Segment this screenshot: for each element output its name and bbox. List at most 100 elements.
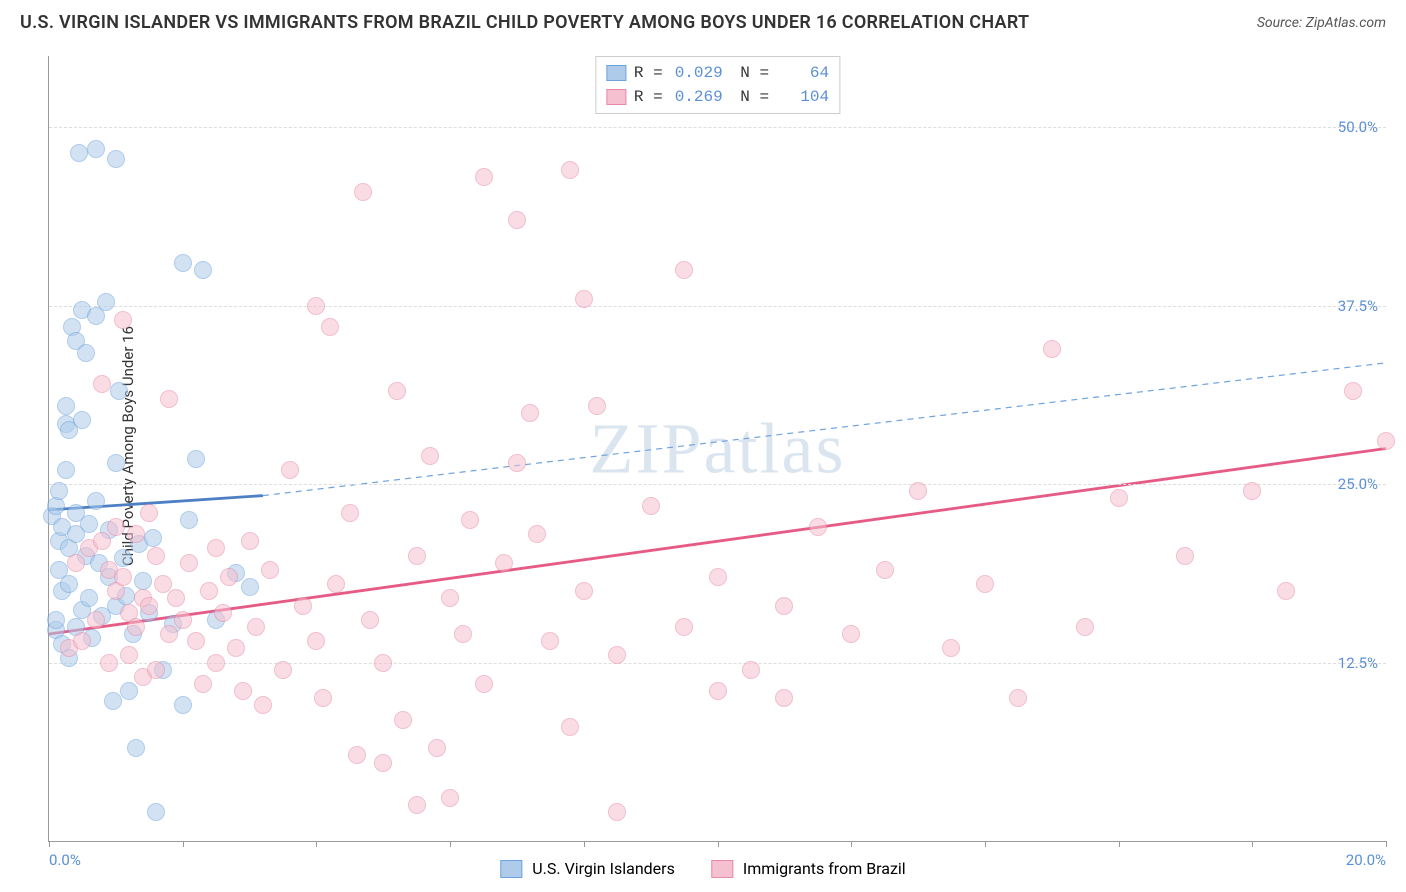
data-point	[174, 696, 192, 714]
data-point	[180, 554, 198, 572]
data-point	[57, 397, 75, 415]
data-point	[261, 561, 279, 579]
x-axis-min-label: 0.0%	[49, 851, 81, 869]
data-point	[214, 604, 232, 622]
correlation-stats-box: R = 0.029 N = 64 R = 0.269 N = 104	[595, 56, 840, 114]
data-point	[80, 589, 98, 607]
x-axis-max-label: 20.0%	[1346, 851, 1386, 869]
stat-n-label: N =	[731, 85, 769, 109]
data-point	[147, 803, 165, 821]
data-point	[144, 529, 162, 547]
data-point	[1344, 382, 1362, 400]
x-tick	[718, 841, 719, 847]
data-point	[93, 532, 111, 550]
data-point	[57, 461, 75, 479]
stat-r-value-2: 0.269	[671, 85, 723, 109]
data-point	[608, 803, 626, 821]
data-point	[67, 554, 85, 572]
legend-label-series2: Immigrants from Brazil	[743, 859, 906, 878]
data-point	[281, 461, 299, 479]
y-tick-label: 12.5%	[1338, 654, 1378, 672]
data-point	[47, 611, 65, 629]
data-point	[575, 582, 593, 600]
legend-label-series1: U.S. Virgin Islanders	[532, 859, 675, 878]
stat-r-label: R =	[634, 61, 663, 85]
data-point	[77, 344, 95, 362]
gridline	[49, 484, 1386, 485]
data-point	[675, 261, 693, 279]
data-point	[187, 450, 205, 468]
data-point	[187, 632, 205, 650]
data-point	[909, 482, 927, 500]
data-point	[528, 525, 546, 543]
stat-n-value-1: 64	[777, 61, 829, 85]
data-point	[441, 589, 459, 607]
data-point	[675, 618, 693, 636]
data-point	[114, 311, 132, 329]
data-point	[374, 654, 392, 672]
data-point	[1076, 618, 1094, 636]
data-point	[50, 482, 68, 500]
gridline	[49, 663, 1386, 664]
data-point	[60, 575, 78, 593]
data-point	[742, 661, 760, 679]
data-point	[408, 547, 426, 565]
data-point	[120, 646, 138, 664]
bottom-legend: U.S. Virgin Islanders Immigrants from Br…	[500, 859, 905, 878]
data-point	[140, 504, 158, 522]
stats-row-series2: R = 0.269 N = 104	[606, 85, 829, 109]
data-point	[394, 711, 412, 729]
y-tick-label: 50.0%	[1338, 118, 1378, 136]
data-point	[194, 675, 212, 693]
data-point	[107, 518, 125, 536]
data-point	[104, 692, 122, 710]
data-point	[160, 390, 178, 408]
data-point	[241, 532, 259, 550]
data-point	[241, 578, 259, 596]
data-point	[207, 654, 225, 672]
data-point	[475, 675, 493, 693]
data-point	[234, 682, 252, 700]
gridline	[49, 127, 1386, 128]
chart-title: U.S. VIRGIN ISLANDER VS IMMIGRANTS FROM …	[20, 12, 1029, 33]
data-point	[1277, 582, 1295, 600]
swatch-series2	[606, 89, 626, 105]
data-point	[274, 661, 292, 679]
data-point	[709, 682, 727, 700]
data-point	[207, 539, 225, 557]
data-point	[348, 746, 366, 764]
data-point	[254, 696, 272, 714]
x-tick	[985, 841, 986, 847]
x-tick	[851, 841, 852, 847]
stat-n-value-2: 104	[777, 85, 829, 109]
data-point	[521, 404, 539, 422]
data-point	[475, 168, 493, 186]
data-point	[174, 611, 192, 629]
y-tick-label: 37.5%	[1338, 297, 1378, 315]
data-point	[307, 632, 325, 650]
data-point	[341, 504, 359, 522]
data-point	[495, 554, 513, 572]
data-point	[87, 492, 105, 510]
data-point	[1176, 547, 1194, 565]
data-point	[842, 625, 860, 643]
data-point	[70, 144, 88, 162]
data-point	[73, 632, 91, 650]
x-tick	[1386, 841, 1387, 847]
data-point	[1043, 340, 1061, 358]
data-point	[80, 515, 98, 533]
data-point	[321, 318, 339, 336]
data-point	[541, 632, 559, 650]
chart-plot-area: ZIPatlas R = 0.029 N = 64 R = 0.269 N = …	[48, 56, 1386, 842]
data-point	[588, 397, 606, 415]
x-tick	[584, 841, 585, 847]
data-point	[942, 639, 960, 657]
data-point	[154, 575, 172, 593]
legend-swatch-series2	[711, 860, 733, 878]
data-point	[107, 454, 125, 472]
data-point	[441, 789, 459, 807]
data-point	[174, 254, 192, 272]
data-point	[294, 597, 312, 615]
data-point	[461, 511, 479, 529]
data-point	[127, 739, 145, 757]
